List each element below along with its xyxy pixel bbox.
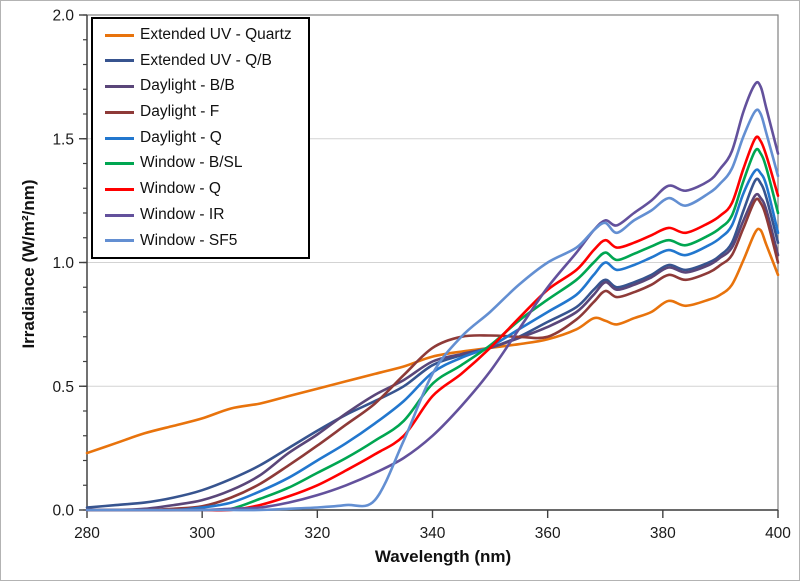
legend-label: Daylight - Q bbox=[140, 128, 222, 146]
legend-label: Daylight - B/B bbox=[140, 77, 235, 95]
legend-label: Window - B/SL bbox=[140, 154, 243, 172]
legend-item: Window - Q bbox=[105, 181, 300, 198]
y-tick-label: 0.0 bbox=[52, 503, 74, 520]
legend-swatch bbox=[105, 187, 134, 191]
legend-item: Daylight - F bbox=[105, 104, 300, 121]
legend-item: Window - IR bbox=[105, 207, 300, 224]
series-line bbox=[85, 147, 780, 512]
x-tick-label: 300 bbox=[189, 525, 215, 542]
legend-label: Window - IR bbox=[140, 205, 225, 223]
legend: Extended UV - Quartz Extended UV - Q/B Day… bbox=[91, 17, 310, 259]
y-tick-label: 2.0 bbox=[52, 8, 74, 25]
y-tick-label: 0.5 bbox=[52, 379, 74, 396]
legend-swatch bbox=[105, 33, 134, 37]
x-tick-label: 280 bbox=[74, 525, 100, 542]
x-tick-label: 380 bbox=[650, 525, 676, 542]
legend-label: Window - SF5 bbox=[140, 231, 238, 249]
legend-swatch bbox=[105, 59, 134, 63]
legend-item: Window - B/SL bbox=[105, 155, 300, 172]
legend-item: Window - SF5 bbox=[105, 231, 300, 250]
legend-swatch bbox=[105, 213, 134, 217]
series-line bbox=[85, 80, 780, 512]
legend-swatch bbox=[105, 110, 134, 114]
x-tick-label: 400 bbox=[765, 525, 791, 542]
x-tick-label: 340 bbox=[420, 525, 446, 542]
legend-swatch bbox=[105, 85, 134, 89]
legend-swatch bbox=[105, 162, 134, 166]
legend-item: Daylight - Q bbox=[105, 130, 300, 147]
series-line bbox=[85, 197, 780, 512]
x-tick-label: 320 bbox=[304, 525, 330, 542]
series-line bbox=[85, 108, 780, 512]
series-line bbox=[85, 227, 780, 455]
y-axis-title: Irradiance (W/m²/nm) bbox=[19, 179, 38, 349]
legend-label: Extended UV - Q/B bbox=[140, 51, 272, 69]
legend-label: Daylight - F bbox=[140, 103, 220, 121]
series-line bbox=[85, 192, 780, 512]
x-axis-title: Wavelength (nm) bbox=[374, 547, 512, 566]
legend-item: Extended UV - Quartz bbox=[105, 27, 300, 44]
y-tick-label: 1.0 bbox=[52, 255, 74, 272]
legend-item: Daylight - B/B bbox=[105, 78, 300, 95]
x-tick-label: 360 bbox=[535, 525, 561, 542]
legend-label: Extended UV - Quartz bbox=[140, 26, 292, 43]
legend-label: Window - Q bbox=[140, 180, 221, 198]
legend-swatch bbox=[105, 239, 134, 243]
y-tick-label: 1.5 bbox=[52, 131, 74, 148]
legend-swatch bbox=[105, 136, 134, 140]
series-line bbox=[85, 168, 780, 512]
series-line bbox=[85, 177, 780, 509]
legend-item: Extended UV - Q/B bbox=[105, 53, 300, 70]
